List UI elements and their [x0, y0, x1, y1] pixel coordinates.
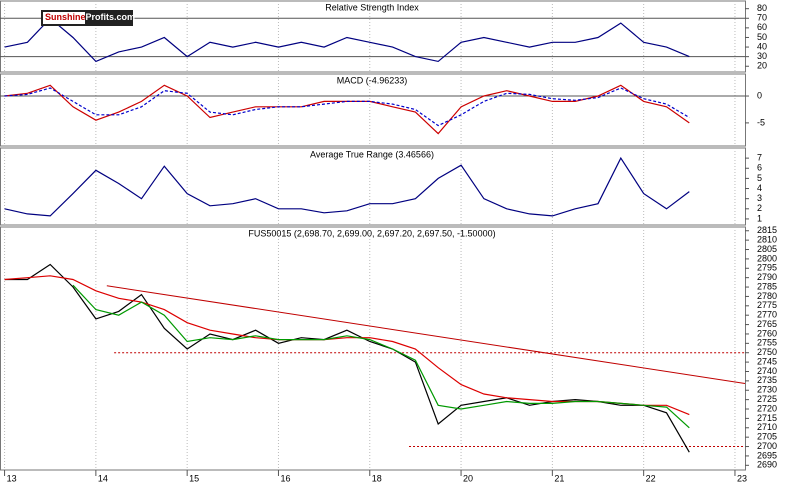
x-tick-label: 22: [646, 473, 656, 483]
y-tick-label: 40: [757, 41, 767, 51]
y-tick-label: 2: [757, 203, 762, 213]
x-tick-label: 14: [98, 473, 108, 483]
y-tick-label: 2815: [757, 225, 777, 235]
trend-line: [106, 285, 746, 384]
series-line: [4, 87, 690, 127]
y-tick-label: 30: [757, 51, 767, 61]
y-tick-label: 2810: [757, 235, 777, 245]
y-tick-label: 50: [757, 32, 767, 42]
y-tick-label: 2690: [757, 460, 777, 470]
y-tick-label: 60: [757, 22, 767, 32]
y-tick-label: 2765: [757, 319, 777, 329]
panel: [0, 147, 746, 226]
y-tick-label: 1: [757, 213, 762, 223]
y-tick-label: 2775: [757, 300, 777, 310]
y-tick-label: 2805: [757, 244, 777, 254]
x-tick-label: 23: [737, 473, 747, 483]
logo-text: SunshineProfits.com: [45, 12, 135, 22]
x-tick-label: 18: [372, 473, 382, 483]
y-tick-label: -5: [757, 117, 765, 127]
y-tick-label: 3: [757, 193, 762, 203]
panel-title: FUS50015 (2,698.70, 2,699.00, 2,697.20, …: [248, 228, 495, 238]
y-tick-label: 2785: [757, 281, 777, 291]
y-tick-label: 2730: [757, 385, 777, 395]
y-tick-label: 2750: [757, 347, 777, 357]
y-tick-label: 80: [757, 3, 767, 13]
y-tick-label: 2745: [757, 356, 777, 366]
y-tick-label: 2795: [757, 263, 777, 273]
panel-title: MACD (-4.96233): [337, 75, 408, 85]
series-line: [4, 17, 690, 63]
panel-title: Relative Strength Index: [325, 2, 419, 12]
y-tick-label: 5: [757, 173, 762, 183]
x-tick-label: 20: [463, 473, 473, 483]
series-line: [4, 263, 690, 453]
y-tick-label: 2695: [757, 450, 777, 460]
y-tick-label: 2720: [757, 403, 777, 413]
y-tick-label: 7: [757, 153, 762, 163]
x-tick-label: 13: [7, 473, 17, 483]
y-tick-label: 2735: [757, 375, 777, 385]
y-tick-label: 2710: [757, 422, 777, 432]
x-tick-label: 21: [554, 473, 564, 483]
x-tick-label: 15: [189, 473, 199, 483]
y-tick-label: 2800: [757, 253, 777, 263]
logo-part: Sunshine: [45, 12, 86, 22]
y-tick-label: 70: [757, 13, 767, 23]
y-tick-label: 2755: [757, 338, 777, 348]
panel: [0, 226, 746, 471]
logo: SunshineProfits.com: [41, 10, 135, 26]
logo-box-light: [43, 12, 85, 24]
y-tick-label: 20: [757, 61, 767, 71]
x-tick-label: 16: [280, 473, 290, 483]
y-tick-label: 2725: [757, 394, 777, 404]
y-tick-label: 2770: [757, 310, 777, 320]
series-line: [72, 284, 690, 429]
y-tick-label: 2715: [757, 413, 777, 423]
y-tick-label: 2780: [757, 291, 777, 301]
y-tick-label: 0: [757, 90, 762, 100]
y-tick-label: 2740: [757, 366, 777, 376]
y-tick-label: 2700: [757, 441, 777, 451]
y-tick-label: 6: [757, 163, 762, 173]
panel-title: Average True Range (3.46566): [310, 149, 434, 159]
y-tick-label: 4: [757, 183, 762, 193]
y-tick-label: 2790: [757, 272, 777, 282]
y-tick-label: 2760: [757, 328, 777, 338]
logo-part: Profits.com: [86, 12, 136, 22]
y-tick-label: 2705: [757, 432, 777, 442]
series-line: [4, 156, 690, 217]
